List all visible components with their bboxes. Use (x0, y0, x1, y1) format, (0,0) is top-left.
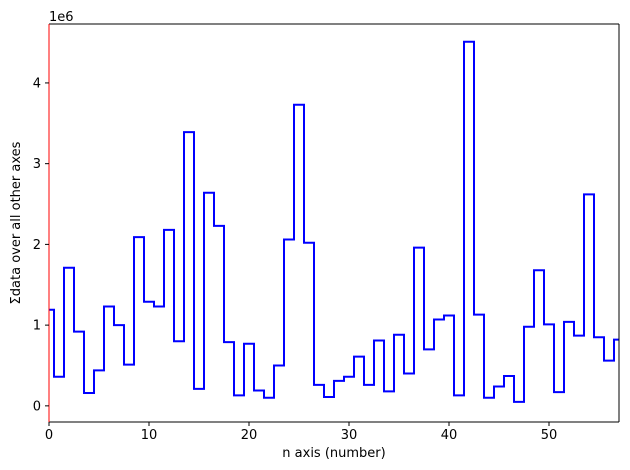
y-tick-label: 1 (33, 319, 41, 334)
y-tick-label: 3 (33, 157, 41, 172)
y-axis-offset-label: 1e6 (49, 10, 74, 25)
y-tick-label: 0 (33, 399, 41, 414)
y-tick-label: 2 (33, 238, 41, 253)
x-tick-label: 50 (541, 428, 558, 443)
y-axis-ticks: 0 1 2 3 4 (33, 76, 49, 414)
x-tick-label: 30 (341, 428, 358, 443)
y-tick-label: 4 (33, 76, 41, 91)
y-axis-label: Σdata over all other axes (9, 141, 24, 304)
x-tick-label: 0 (45, 428, 53, 443)
x-axis-label: n axis (number) (282, 446, 385, 461)
axes-frame (48, 23, 620, 423)
x-tick-label: 20 (241, 428, 258, 443)
x-axis-ticks: 0 10 20 30 40 50 (45, 422, 557, 443)
x-tick-label: 40 (441, 428, 458, 443)
x-tick-label: 10 (141, 428, 158, 443)
series-line (49, 40, 619, 403)
